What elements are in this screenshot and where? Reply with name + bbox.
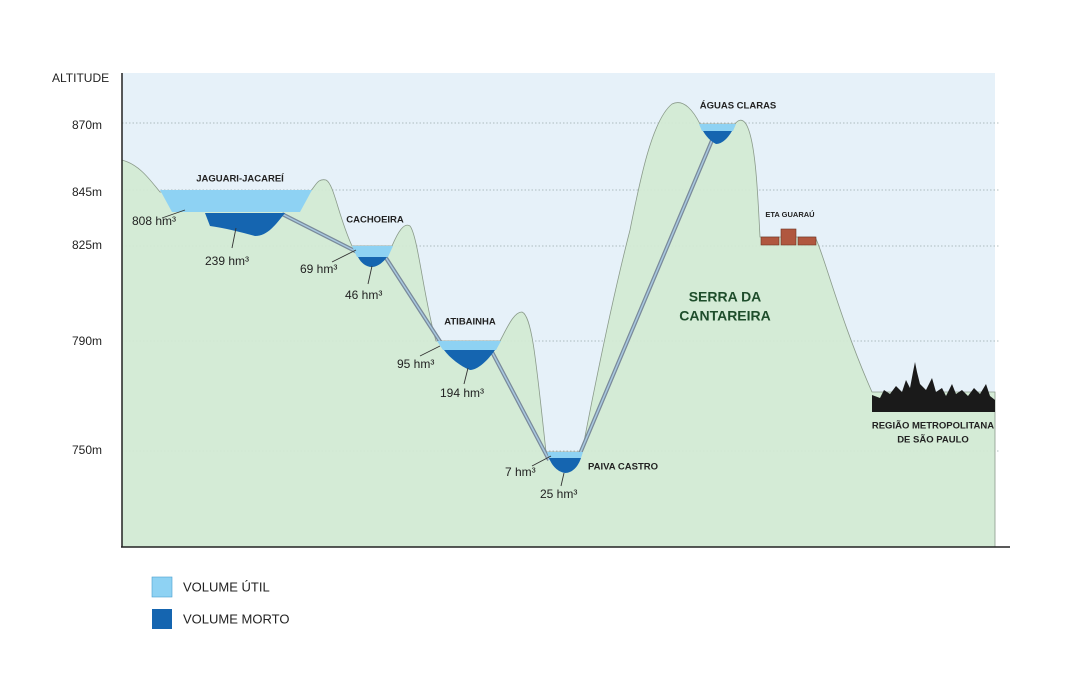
leader	[531, 455, 552, 467]
pipe	[281, 137, 714, 461]
eta-buildings	[760, 228, 817, 246]
tick-label: 845m	[72, 185, 102, 199]
volume-morto-label: 239 hm³	[205, 254, 249, 268]
volume-util-label: 95 hm³	[397, 357, 434, 371]
legend-swatch	[151, 576, 173, 598]
volume-util	[547, 452, 583, 458]
reservoir-name: ÁGUAS CLARAS	[700, 101, 777, 112]
legend-swatch	[152, 609, 172, 629]
volume-util	[437, 341, 501, 350]
serra-label: SERRA DA	[689, 289, 762, 305]
skyline	[872, 362, 995, 412]
volume-morto	[549, 458, 581, 473]
building	[760, 236, 780, 246]
reservoir-name: PAIVA CASTRO	[588, 462, 658, 473]
leaders	[161, 209, 565, 487]
tick-label: 750m	[72, 443, 102, 457]
regiao-label: DE SÃO PAULO	[897, 435, 969, 446]
tick-label: 870m	[72, 118, 102, 132]
legend: VOLUME ÚTIL VOLUME MORTO	[151, 576, 289, 629]
reservoir-name: JAGUARI-JACAREÍ	[196, 174, 284, 185]
volume-util	[699, 124, 736, 131]
leader	[560, 472, 565, 487]
volume-util	[352, 246, 393, 257]
volume-util-label: 808 hm³	[132, 214, 176, 228]
reservoir-name: CACHOEIRA	[346, 215, 404, 226]
reservoirs	[160, 124, 736, 473]
volume-morto-label: 194 hm³	[440, 386, 484, 400]
axis-title: ALTITUDE	[52, 71, 109, 85]
leader	[367, 265, 373, 285]
leader	[419, 345, 441, 357]
volume-morto-label: 25 hm³	[540, 487, 577, 501]
reservoir-name: ATIBAINHA	[444, 317, 496, 328]
building	[797, 236, 817, 246]
volume-morto-label: 46 hm³	[345, 288, 382, 302]
tick-label: 825m	[72, 238, 102, 252]
regiao-label: REGIÃO METROPOLITANA	[872, 421, 994, 432]
serra-label: CANTAREIRA	[679, 308, 771, 324]
eta-label: ETA GUARAÚ	[765, 210, 814, 219]
volume-util-label: 7 hm³	[505, 465, 536, 479]
pipes	[281, 137, 715, 461]
volume-morto	[703, 131, 732, 144]
leader	[331, 249, 357, 263]
volume-util	[160, 190, 312, 212]
volume-morto	[444, 350, 495, 370]
legend-label: VOLUME ÚTIL	[183, 579, 270, 594]
volume-morto	[205, 213, 285, 236]
tick-label: 790m	[72, 334, 102, 348]
volume-morto	[358, 257, 387, 267]
building	[780, 228, 797, 246]
volume-util-label: 69 hm³	[300, 262, 337, 276]
leader	[161, 209, 186, 219]
leader	[231, 227, 237, 249]
legend-label: VOLUME MORTO	[183, 611, 289, 626]
leader	[463, 367, 469, 385]
